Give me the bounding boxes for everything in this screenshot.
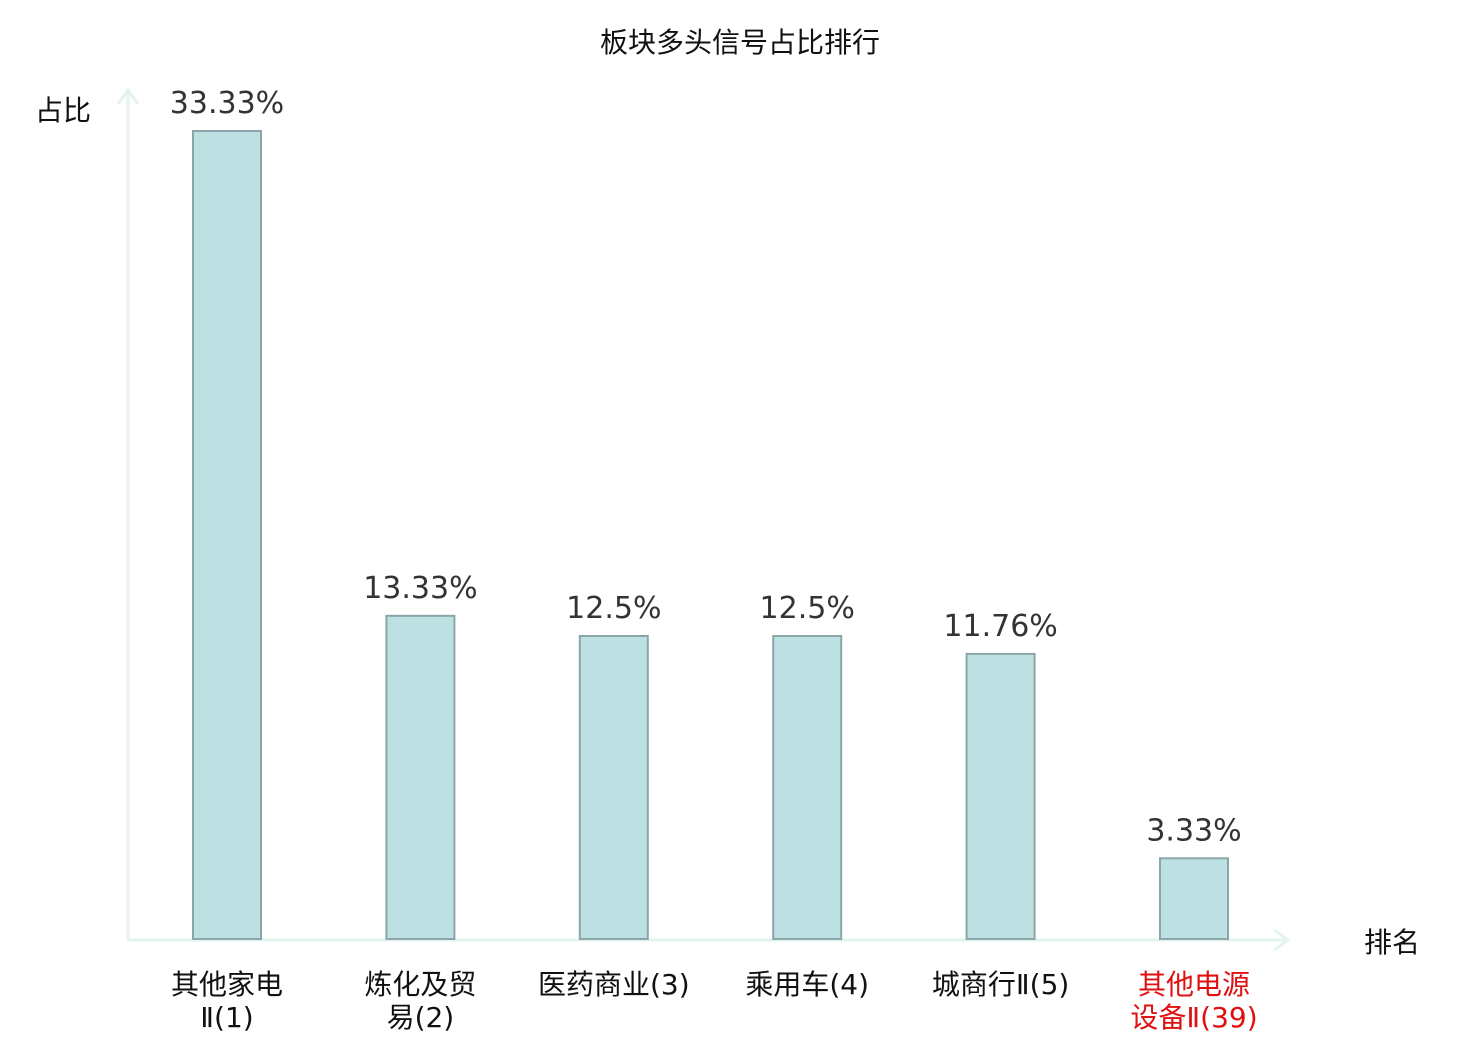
x-tick-label: 医药商业(3) xyxy=(538,968,690,1001)
bar xyxy=(772,635,843,940)
bar-value-label: 3.33% xyxy=(1146,813,1241,848)
bar xyxy=(385,614,456,940)
x-tick-label: 设备Ⅱ(39) xyxy=(1130,1001,1257,1034)
bar-value-label: 12.5% xyxy=(760,591,855,626)
y-axis-arrow xyxy=(116,87,140,105)
x-tick-label: 其他家电 xyxy=(171,968,283,1001)
bar xyxy=(578,635,649,940)
x-tick-label: 炼化及贸 xyxy=(364,968,476,1001)
x-tick-label: 城商行Ⅱ(5) xyxy=(932,968,1069,1001)
x-tick-label: 其他电源 xyxy=(1138,968,1250,1001)
bar xyxy=(965,652,1036,941)
bar-value-label: 11.76% xyxy=(943,609,1057,644)
bar xyxy=(1159,857,1229,940)
bar-value-label: 33.33% xyxy=(170,86,284,121)
chart-title: 板块多头信号占比排行 xyxy=(600,26,880,59)
x-axis-label: 排名 xyxy=(1364,926,1420,959)
x-tick-label: 乘用车(4) xyxy=(745,968,869,1001)
bar-value-label: 13.33% xyxy=(363,571,477,606)
x-axis-arrow xyxy=(1273,928,1291,952)
bar-value-label: 12.5% xyxy=(566,591,661,626)
x-tick-label: 易(2) xyxy=(387,1001,455,1034)
axes xyxy=(116,87,1291,952)
bar xyxy=(192,130,262,940)
y-axis-label: 占比 xyxy=(35,94,91,127)
x-tick-label: Ⅱ(1) xyxy=(200,1001,253,1034)
